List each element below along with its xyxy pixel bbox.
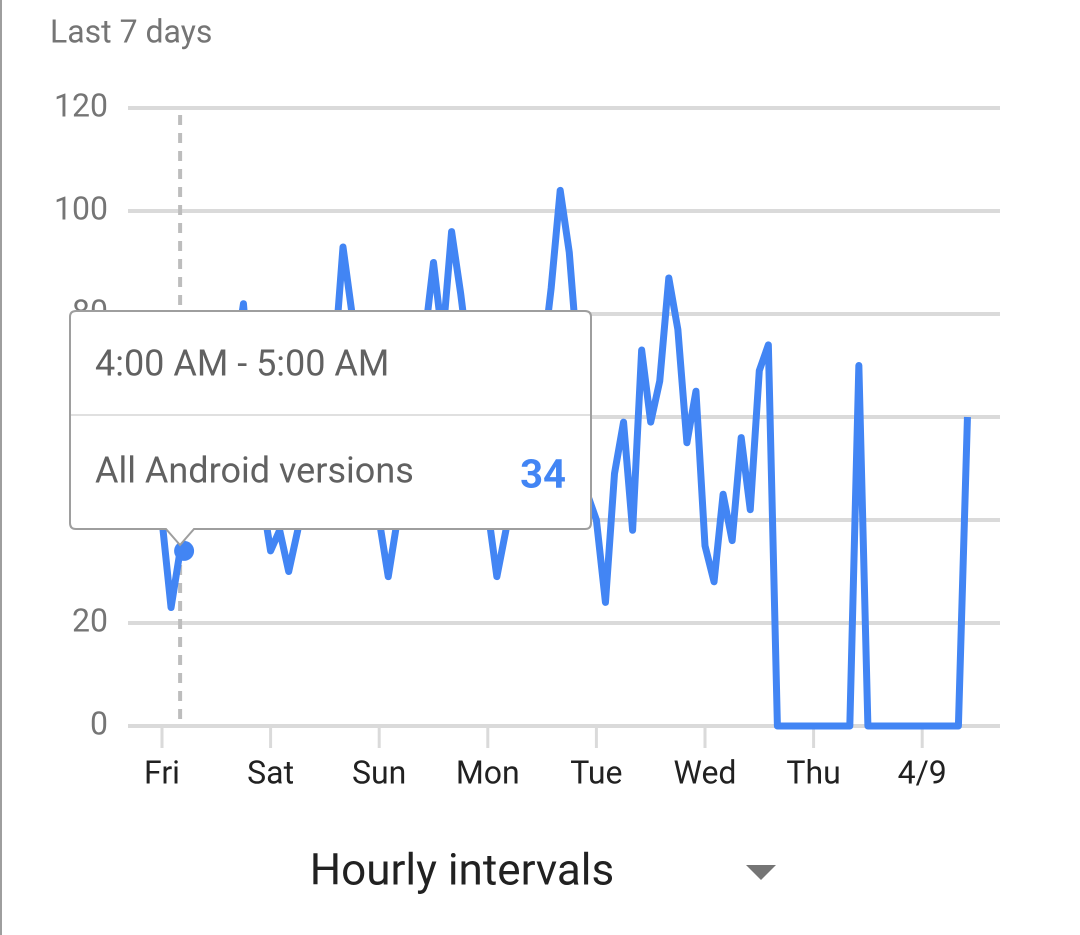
tooltip-box [69,310,592,547]
x-tick-label: Tue [570,753,622,791]
x-tick-label: Wed [674,753,737,791]
tooltip-value: 34 [520,451,566,498]
interval-dropdown[interactable]: Hourly intervals [310,844,776,896]
x-tick-label: Mon [456,753,520,791]
tooltip-time: 4:00 AM - 5:00 AM [95,343,389,385]
tooltip-series: All Android versions [95,450,414,492]
x-tick-label: Sat [247,753,294,791]
x-tick-label: Sun [352,753,406,791]
x-tick-label: Fri [144,753,180,791]
series-line [158,186,971,730]
dropdown-label[interactable]: Hourly intervals [310,844,614,896]
y-tick-label: 120 [54,86,108,124]
tooltip: 4:00 AM - 5:00 AM All Android versions 3… [69,310,592,547]
y-tick-label: 100 [54,189,108,227]
y-tick-label: 0 [90,704,108,742]
x-tick-label: 4/9 [898,753,947,791]
x-tick-label: Thu [786,753,840,791]
hover-point [174,540,195,561]
dropdown-arrow[interactable] [746,865,776,880]
chart-title: Last 7 days [50,12,212,50]
y-tick-label: 20 [72,601,108,639]
